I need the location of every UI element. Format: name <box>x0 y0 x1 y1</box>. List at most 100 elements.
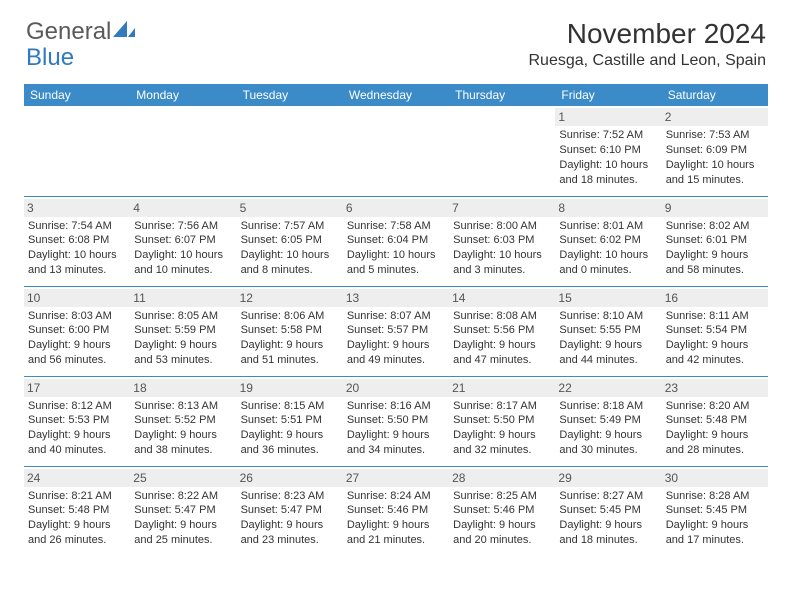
day-info: Sunrise: 7:54 AMSunset: 6:08 PMDaylight:… <box>28 219 126 278</box>
daylight-text: Daylight: 9 hours and 44 minutes. <box>559 338 657 368</box>
calendar-cell: 22 Sunrise: 8:18 AMSunset: 5:49 PMDayligh… <box>555 376 661 466</box>
sunrise-text: Sunrise: 8:01 AM <box>559 219 657 234</box>
calendar-cell: 2Sunrise: 7:53 AMSunset: 6:09 PMDaylight… <box>662 106 768 196</box>
calendar-cell <box>343 106 449 196</box>
sunset-text: Sunset: 5:55 PM <box>559 323 657 338</box>
sunrise-text: Sunrise: 7:58 AM <box>347 219 445 234</box>
sunset-text: Sunset: 6:04 PM <box>347 233 445 248</box>
calendar-cell <box>24 106 130 196</box>
day-info: Sunrise: 7:58 AMSunset: 6:04 PMDaylight:… <box>347 219 445 278</box>
sunrise-text: Sunrise: 7:53 AM <box>666 128 764 143</box>
calendar-cell <box>237 106 343 196</box>
sunrise-text: Sunrise: 8:00 AM <box>453 219 551 234</box>
day-info: Sunrise: 8:17 AMSunset: 5:50 PMDaylight:… <box>453 399 551 458</box>
day-number: 20 <box>343 379 449 397</box>
calendar-cell: 16Sunrise: 8:11 AMSunset: 5:54 PMDayligh… <box>662 286 768 376</box>
sunset-text: Sunset: 5:53 PM <box>28 413 126 428</box>
sunrise-text: Sunrise: 8:28 AM <box>666 489 764 504</box>
sunset-text: Sunset: 5:51 PM <box>241 413 339 428</box>
calendar-cell: 13Sunrise: 8:07 AMSunset: 5:57 PMDayligh… <box>343 286 449 376</box>
day-info: Sunrise: 8:18 AMSunset: 5:49 PMDaylight:… <box>559 399 657 458</box>
day-header: Friday <box>555 84 661 106</box>
calendar-cell: 10 Sunrise: 8:03 AMSunset: 6:00 PMDayligh… <box>24 286 130 376</box>
calendar-cell: 28Sunrise: 8:25 AMSunset: 5:46 PMDayligh… <box>449 466 555 556</box>
day-number: 7 <box>449 199 555 217</box>
sunrise-text: Sunrise: 8:08 AM <box>453 309 551 324</box>
calendar-cell: 29Sunrise: 8:27 AMSunset: 5:45 PMDayligh… <box>555 466 661 556</box>
day-number: 3 <box>24 199 130 217</box>
sunset-text: Sunset: 5:49 PM <box>559 413 657 428</box>
sunset-text: Sunset: 6:08 PM <box>28 233 126 248</box>
calendar-cell: 12Sunrise: 8:06 AMSunset: 5:58 PMDayligh… <box>237 286 343 376</box>
calendar-cell: 7Sunrise: 8:00 AMSunset: 6:03 PMDaylight… <box>449 196 555 286</box>
brand-logo: General <box>26 18 135 46</box>
day-number: 1 <box>555 108 661 126</box>
sunset-text: Sunset: 6:01 PM <box>666 233 764 248</box>
daylight-text: Daylight: 9 hours and 26 minutes. <box>28 518 126 548</box>
day-info: Sunrise: 8:02 AMSunset: 6:01 PMDaylight:… <box>666 219 764 278</box>
calendar-cell: 21Sunrise: 8:17 AMSunset: 5:50 PMDayligh… <box>449 376 555 466</box>
day-info: Sunrise: 7:56 AMSunset: 6:07 PMDaylight:… <box>134 219 232 278</box>
daylight-text: Daylight: 9 hours and 53 minutes. <box>134 338 232 368</box>
day-info: Sunrise: 8:23 AMSunset: 5:47 PMDaylight:… <box>241 489 339 548</box>
sunset-text: Sunset: 5:59 PM <box>134 323 232 338</box>
day-info: Sunrise: 8:25 AMSunset: 5:46 PMDaylight:… <box>453 489 551 548</box>
sunset-text: Sunset: 5:46 PM <box>453 503 551 518</box>
daylight-text: Daylight: 10 hours and 0 minutes. <box>559 248 657 278</box>
day-number: 27 <box>343 469 449 487</box>
day-number: 22 <box>555 379 661 397</box>
sunset-text: Sunset: 5:54 PM <box>666 323 764 338</box>
sunset-text: Sunset: 5:52 PM <box>134 413 232 428</box>
day-number: 10 <box>24 289 130 307</box>
daylight-text: Daylight: 9 hours and 30 minutes. <box>559 428 657 458</box>
daylight-text: Daylight: 9 hours and 51 minutes. <box>241 338 339 368</box>
day-number: 14 <box>449 289 555 307</box>
day-info: Sunrise: 8:27 AMSunset: 5:45 PMDaylight:… <box>559 489 657 548</box>
calendar-cell: 14 Sunrise: 8:08 AMSunset: 5:56 PMDayligh… <box>449 286 555 376</box>
day-info: Sunrise: 8:28 AMSunset: 5:45 PMDaylight:… <box>666 489 764 548</box>
day-number: 6 <box>343 199 449 217</box>
sunset-text: Sunset: 6:02 PM <box>559 233 657 248</box>
calendar-cell: 20Sunrise: 8:16 AMSunset: 5:50 PMDayligh… <box>343 376 449 466</box>
calendar-cell: 27Sunrise: 8:24 AMSunset: 5:46 PMDayligh… <box>343 466 449 556</box>
day-number: 13 <box>343 289 449 307</box>
daylight-text: Daylight: 10 hours and 3 minutes. <box>453 248 551 278</box>
sunset-text: Sunset: 5:47 PM <box>134 503 232 518</box>
sunrise-text: Sunrise: 8:11 AM <box>666 309 764 324</box>
daylight-text: Daylight: 9 hours and 47 minutes. <box>453 338 551 368</box>
title-area: November 2024 Ruesga, Castille and Leon,… <box>529 18 767 70</box>
day-number: 12 <box>237 289 343 307</box>
daylight-text: Daylight: 10 hours and 13 minutes. <box>28 248 126 278</box>
calendar-cell: 6 Sunrise: 7:58 AMSunset: 6:04 PMDaylight… <box>343 196 449 286</box>
header: General November 2024 Ruesga, Castille a… <box>0 0 792 78</box>
daylight-text: Daylight: 10 hours and 5 minutes. <box>347 248 445 278</box>
daylight-text: Daylight: 9 hours and 18 minutes. <box>559 518 657 548</box>
day-number: 19 <box>237 379 343 397</box>
sunset-text: Sunset: 6:00 PM <box>28 323 126 338</box>
calendar-cell: 1Sunrise: 7:52 AMSunset: 6:10 PMDaylight… <box>555 106 661 196</box>
sunset-text: Sunset: 5:45 PM <box>666 503 764 518</box>
sunrise-text: Sunrise: 8:27 AM <box>559 489 657 504</box>
day-info: Sunrise: 7:53 AMSunset: 6:09 PMDaylight:… <box>666 128 764 187</box>
sunset-text: Sunset: 5:58 PM <box>241 323 339 338</box>
sunrise-text: Sunrise: 8:17 AM <box>453 399 551 414</box>
sunrise-text: Sunrise: 7:54 AM <box>28 219 126 234</box>
daylight-text: Daylight: 10 hours and 10 minutes. <box>134 248 232 278</box>
calendar-cell: 26Sunrise: 8:23 AMSunset: 5:47 PMDayligh… <box>237 466 343 556</box>
day-info: Sunrise: 8:10 AMSunset: 5:55 PMDaylight:… <box>559 309 657 368</box>
sunrise-text: Sunrise: 7:52 AM <box>559 128 657 143</box>
daylight-text: Daylight: 9 hours and 36 minutes. <box>241 428 339 458</box>
day-info: Sunrise: 8:03 AMSunset: 6:00 PMDaylight:… <box>28 309 126 368</box>
calendar-cell <box>130 106 236 196</box>
daylight-text: Daylight: 9 hours and 32 minutes. <box>453 428 551 458</box>
day-info: Sunrise: 8:08 AMSunset: 5:56 PMDaylight:… <box>453 309 551 368</box>
day-number: 11 <box>130 289 236 307</box>
calendar-cell: 4Sunrise: 7:56 AMSunset: 6:07 PMDaylight… <box>130 196 236 286</box>
day-info: Sunrise: 7:57 AMSunset: 6:05 PMDaylight:… <box>241 219 339 278</box>
sunrise-text: Sunrise: 8:02 AM <box>666 219 764 234</box>
daylight-text: Daylight: 9 hours and 20 minutes. <box>453 518 551 548</box>
calendar-cell: 5Sunrise: 7:57 AMSunset: 6:05 PMDaylight… <box>237 196 343 286</box>
sunrise-text: Sunrise: 8:21 AM <box>28 489 126 504</box>
calendar-cell: 18Sunrise: 8:13 AMSunset: 5:52 PMDayligh… <box>130 376 236 466</box>
sunrise-text: Sunrise: 7:57 AM <box>241 219 339 234</box>
